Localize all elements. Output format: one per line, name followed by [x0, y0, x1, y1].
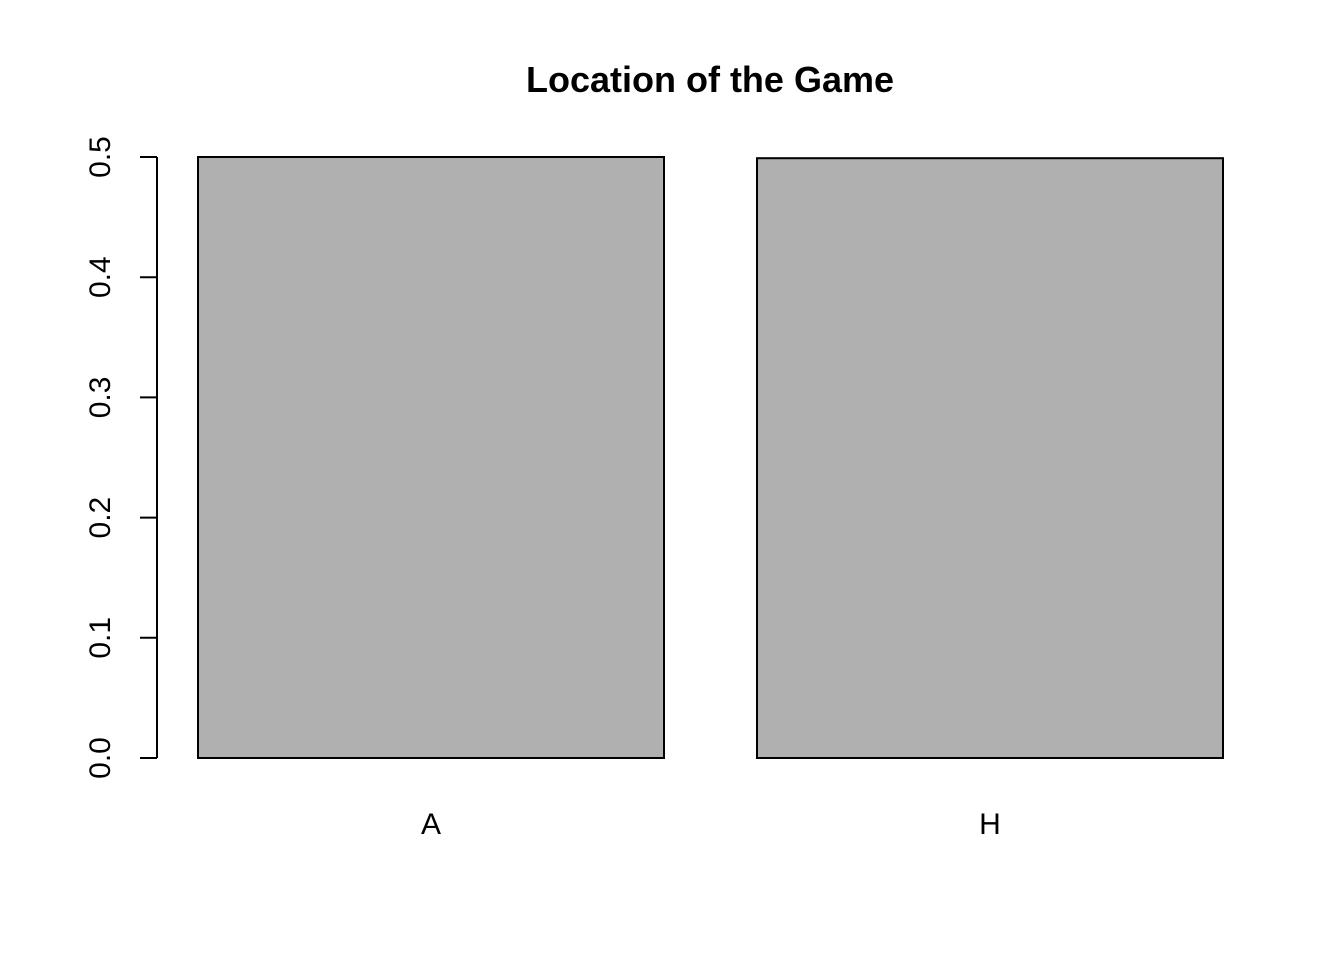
bar-h — [756, 157, 1224, 759]
y-tick-label: 0.1 — [84, 617, 117, 659]
y-tick-label: 0.3 — [84, 377, 117, 419]
x-category-label: H — [979, 808, 1001, 841]
y-tick-label: 0.2 — [84, 497, 117, 539]
chart-title: Location of the Game — [526, 59, 894, 100]
y-axis: 0.0 0.1 0.2 0.3 0.4 0.5 — [84, 136, 157, 779]
bar-a — [197, 156, 665, 759]
bars — [197, 156, 1224, 759]
y-tick-label: 0.4 — [84, 256, 117, 298]
y-tick-label: 0.5 — [84, 136, 117, 178]
y-tick-label: 0.0 — [84, 737, 117, 779]
x-category-label: A — [421, 808, 441, 841]
